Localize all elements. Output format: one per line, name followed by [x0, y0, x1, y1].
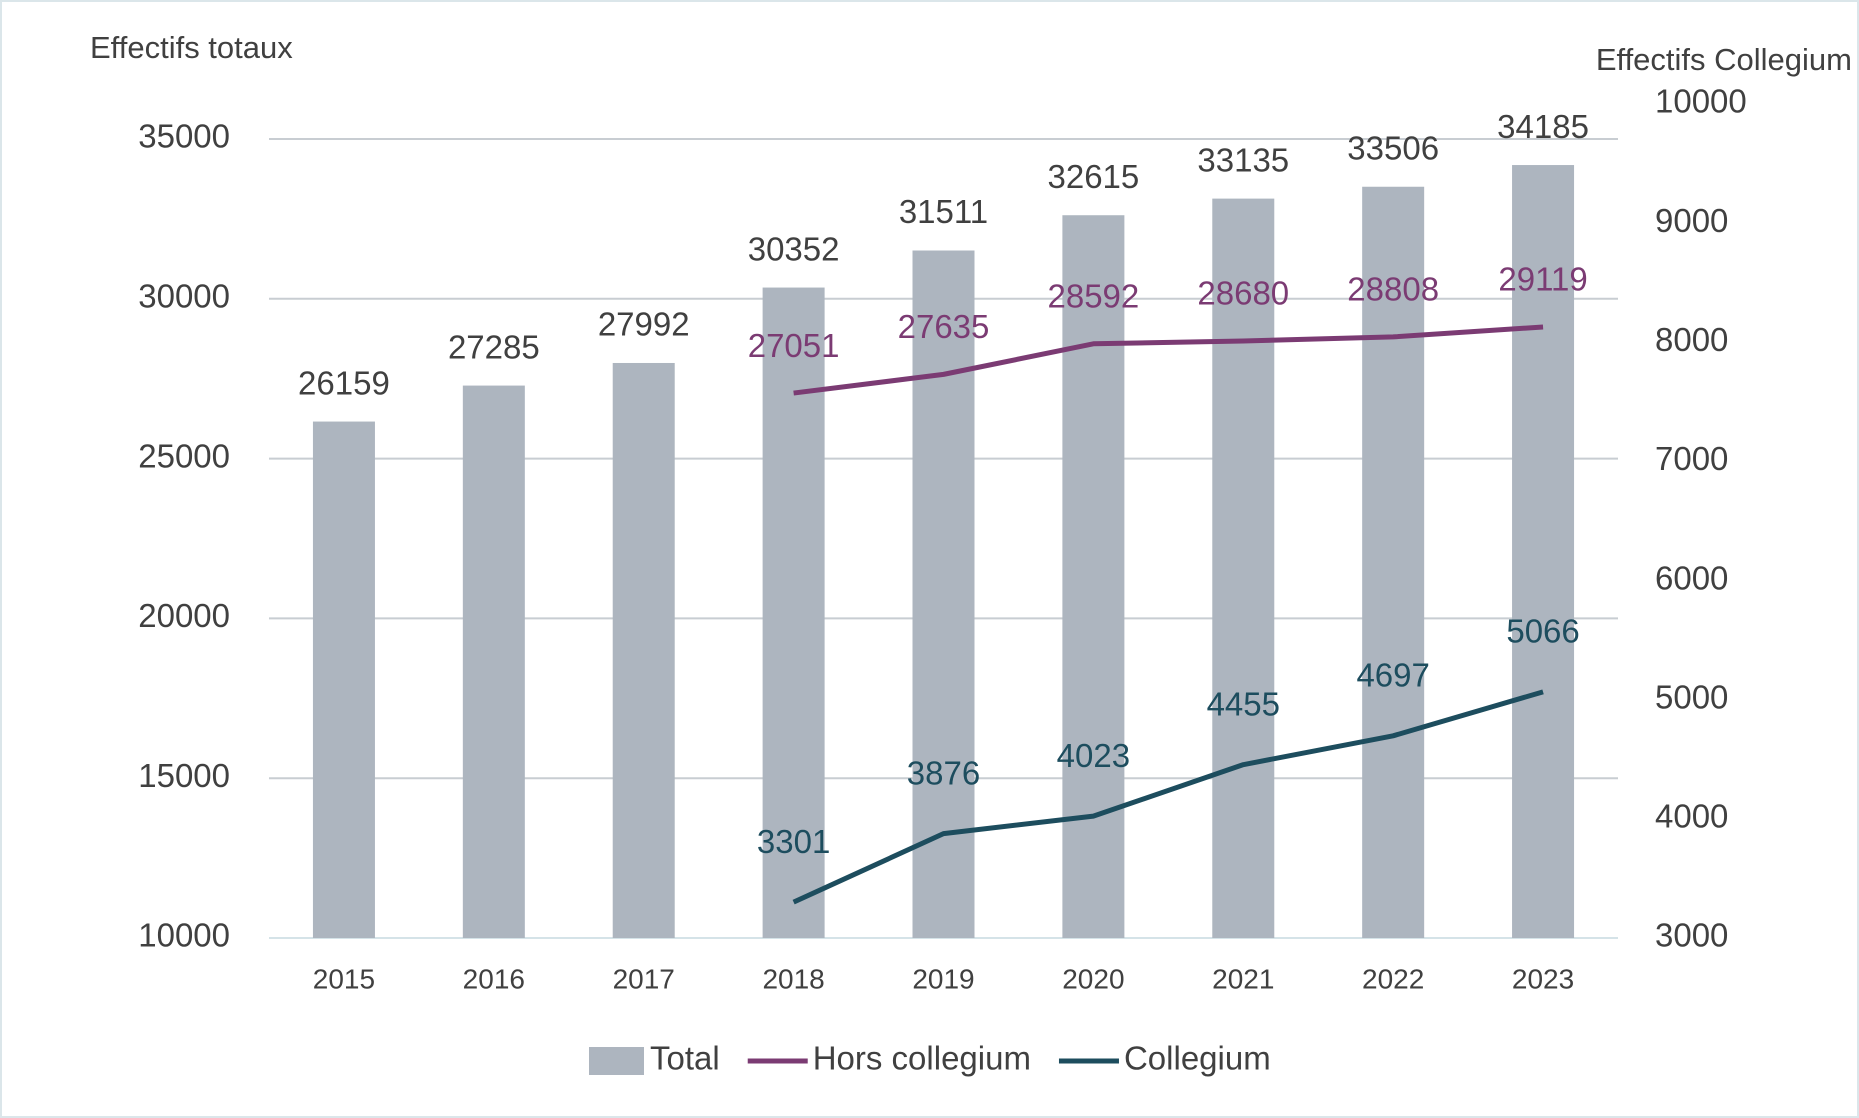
bar [1062, 215, 1125, 938]
y2-tick-label: 4000 [1655, 798, 1728, 835]
y2-tick-label: 8000 [1655, 321, 1728, 358]
x-tick-label: 2015 [313, 963, 375, 994]
y-tick-label: 30000 [138, 278, 230, 315]
data-label: 5066 [1506, 613, 1579, 650]
y2-tick-label: 7000 [1655, 440, 1728, 477]
data-label: 31511 [899, 193, 988, 230]
x-tick-label: 2021 [1212, 963, 1274, 994]
data-label: 30352 [748, 230, 840, 267]
legend-label: Hors collegium [813, 1040, 1031, 1077]
bar [462, 385, 525, 938]
bar [762, 287, 825, 939]
legend-swatch [589, 1047, 644, 1075]
data-label: 4455 [1207, 685, 1280, 722]
y-axis-title: Effectifs totaux [90, 30, 293, 65]
data-label: 27992 [598, 306, 690, 343]
y2-tick-label: 5000 [1655, 678, 1728, 715]
y-tick-label: 20000 [138, 597, 230, 634]
data-label: 34185 [1497, 108, 1589, 145]
data-label: 3301 [757, 823, 830, 860]
bar [612, 362, 675, 938]
data-label: 28680 [1197, 275, 1289, 312]
data-label: 4023 [1057, 737, 1130, 774]
data-label: 33135 [1197, 141, 1289, 178]
bar [1512, 165, 1575, 939]
y2-tick-label: 6000 [1655, 559, 1728, 596]
x-tick-label: 2023 [1512, 963, 1574, 994]
x-tick-label: 2018 [762, 963, 824, 994]
x-tick-label: 2019 [912, 963, 974, 994]
data-label: 27285 [448, 328, 540, 365]
y2-tick-label: 3000 [1655, 917, 1728, 954]
bar [312, 421, 375, 938]
bar [1212, 198, 1275, 938]
data-label: 33506 [1347, 129, 1439, 166]
bar [1362, 186, 1425, 939]
x-tick-label: 2016 [463, 963, 525, 994]
y-tick-label: 25000 [138, 437, 230, 474]
x-tick-label: 2020 [1062, 963, 1124, 994]
y-tick-label: 15000 [138, 757, 230, 794]
x-tick-label: 2022 [1362, 963, 1424, 994]
data-label: 28808 [1347, 271, 1439, 308]
legend-label: Collegium [1124, 1040, 1271, 1077]
line [792, 689, 1544, 905]
data-label: 32615 [1048, 158, 1140, 195]
line [793, 324, 1544, 396]
data-label: 29119 [1498, 261, 1587, 298]
x-tick-label: 2017 [613, 963, 675, 994]
legend-label: Total [650, 1040, 720, 1077]
y2-axis-title: Effectifs Collegium [1596, 42, 1852, 77]
data-label: 27635 [898, 308, 990, 345]
data-label: 26159 [298, 364, 390, 401]
data-label: 3876 [907, 754, 980, 791]
bar [912, 250, 975, 939]
data-label: 28592 [1048, 278, 1140, 315]
y2-tick-label: 10000 [1655, 83, 1747, 120]
y-tick-label: 10000 [138, 917, 230, 954]
data-label: 4697 [1356, 657, 1429, 694]
data-label: 27051 [748, 327, 840, 364]
y-tick-label: 35000 [138, 118, 230, 155]
y2-tick-label: 9000 [1655, 202, 1728, 239]
